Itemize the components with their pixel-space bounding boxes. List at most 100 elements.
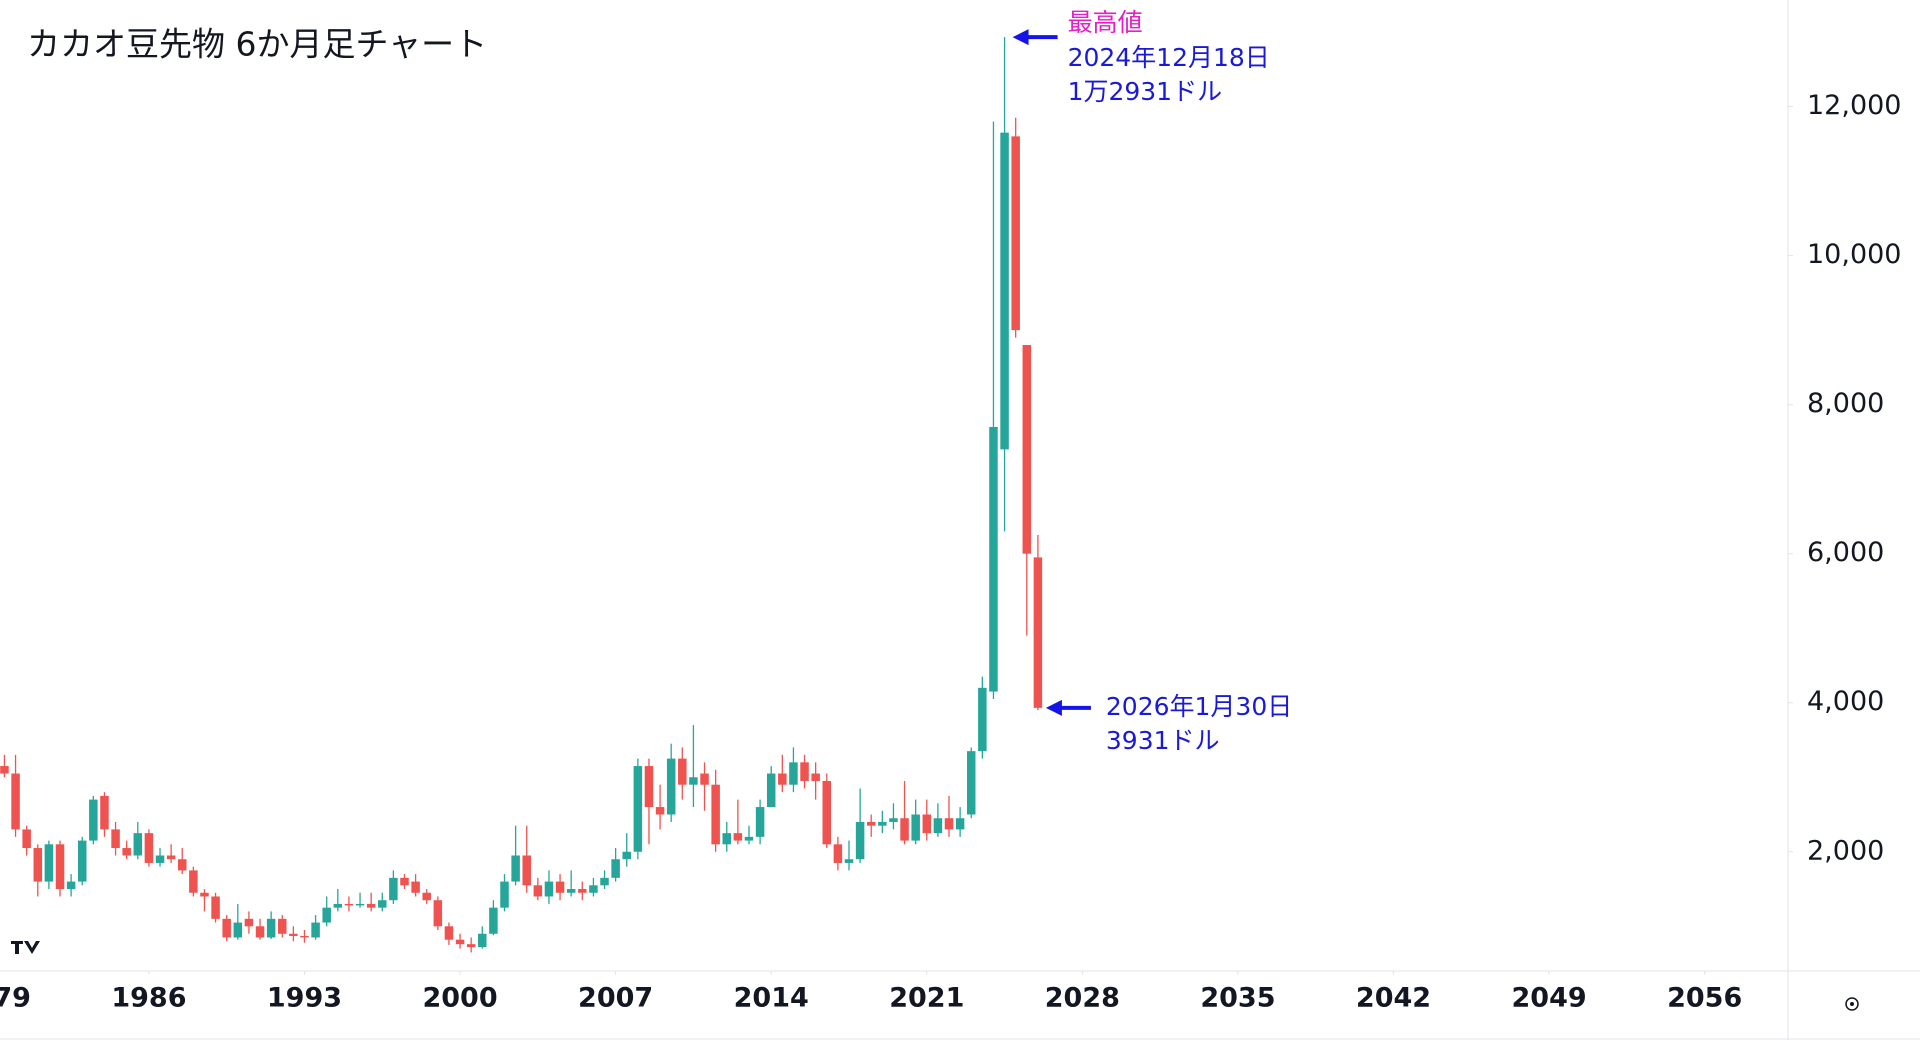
settings-icon[interactable] xyxy=(1845,997,1859,1011)
candle-body xyxy=(166,855,176,860)
candle-body xyxy=(878,821,887,826)
x-tick-label: 2028 xyxy=(1045,983,1120,1014)
candle-body xyxy=(666,758,676,815)
candle-body xyxy=(866,821,876,826)
candle-body xyxy=(766,773,776,808)
candle-body xyxy=(833,844,843,863)
annotation-arrowhead xyxy=(1045,699,1062,716)
candle-body xyxy=(466,944,476,948)
y-tick-label: 10,000 xyxy=(1807,239,1901,270)
candle-body xyxy=(1033,557,1043,708)
candle-body xyxy=(144,833,154,863)
candle-body xyxy=(522,855,531,886)
candle-body xyxy=(566,889,576,893)
candle-body xyxy=(255,926,265,938)
candle-body xyxy=(66,881,76,890)
candle-body xyxy=(111,829,120,849)
candle-body xyxy=(400,877,409,886)
annotation-text: 2024年12月18日 xyxy=(1068,43,1270,72)
candle-body xyxy=(322,907,331,923)
candle-body xyxy=(311,922,320,938)
candle-body xyxy=(644,766,654,808)
candle-body xyxy=(411,881,420,893)
candle-body xyxy=(122,848,131,856)
candle-body xyxy=(889,818,898,822)
y-tick-label: 4,000 xyxy=(1807,686,1884,717)
candle-body xyxy=(333,903,343,908)
candle-body xyxy=(433,900,443,927)
candle-body xyxy=(789,762,798,785)
candle-body xyxy=(478,933,487,948)
y-tick-label: 2,000 xyxy=(1807,835,1884,866)
tradingview-logo xyxy=(11,941,40,954)
candle-body xyxy=(544,881,554,897)
x-tick-label: 1986 xyxy=(111,983,186,1014)
candle-body xyxy=(266,918,276,938)
candle-body xyxy=(778,773,787,785)
candle-body xyxy=(244,918,254,927)
candle-body xyxy=(755,807,765,837)
candle-body xyxy=(911,814,920,841)
candle-body xyxy=(655,807,665,815)
candle-body xyxy=(611,859,620,878)
candle-body xyxy=(33,848,43,882)
candle-body xyxy=(678,758,687,785)
candle-body xyxy=(177,859,187,871)
candle-body xyxy=(744,836,754,841)
candle-body xyxy=(489,907,498,934)
x-tick-label: 1993 xyxy=(267,983,342,1014)
candle-body xyxy=(955,818,965,830)
annotation-arrowhead xyxy=(1012,29,1029,46)
candle-body xyxy=(711,784,720,845)
candle-body xyxy=(355,903,365,906)
candle-body xyxy=(22,829,31,849)
x-tick-label: 2042 xyxy=(1356,983,1431,1014)
candle-body xyxy=(455,939,465,945)
candle-body xyxy=(822,780,832,845)
annotation-text: 1万2931ドル xyxy=(1068,77,1223,106)
candle-body xyxy=(633,766,643,852)
candle-body xyxy=(233,922,243,938)
candle-body xyxy=(533,885,543,897)
candle-body xyxy=(133,833,143,856)
candle-body xyxy=(500,881,509,908)
candle-body xyxy=(978,687,987,752)
candle-body xyxy=(900,818,909,841)
candle-body xyxy=(600,877,609,886)
candle-body xyxy=(44,844,54,882)
candle-body xyxy=(89,799,98,841)
y-tick-label: 12,000 xyxy=(1807,90,1901,121)
candle-body xyxy=(589,885,598,893)
candle-body xyxy=(389,877,398,901)
y-tick-label: 8,000 xyxy=(1807,388,1884,419)
candle-body xyxy=(700,773,709,785)
candle-body xyxy=(966,751,976,815)
candle-body xyxy=(1000,132,1009,450)
candle-body xyxy=(155,855,165,863)
candle-body xyxy=(278,918,287,934)
candle-body xyxy=(511,855,520,882)
candle-body xyxy=(77,840,87,882)
candle-body xyxy=(1011,136,1020,331)
candle-body xyxy=(55,844,65,890)
x-tick-label: 2035 xyxy=(1200,983,1275,1014)
candle-body xyxy=(989,427,998,692)
candle-body xyxy=(855,821,865,860)
annotation-text: 3931ドル xyxy=(1106,726,1220,755)
x-tick-label: 2021 xyxy=(889,983,964,1014)
candle-body xyxy=(622,851,631,860)
candle-body xyxy=(722,833,732,845)
x-tick-label: 2007 xyxy=(578,983,653,1014)
annotation-text: 2026年1月30日 xyxy=(1106,692,1292,721)
candle-body xyxy=(422,892,431,901)
candle-body xyxy=(344,903,354,906)
candle-body xyxy=(444,926,454,940)
candle-body xyxy=(578,889,587,893)
candle-body xyxy=(922,814,932,834)
x-tick-label: 2056 xyxy=(1667,983,1742,1014)
candle-body xyxy=(211,896,220,919)
x-tick-label: 2014 xyxy=(734,983,809,1014)
x-tick-label: 2049 xyxy=(1512,983,1587,1014)
